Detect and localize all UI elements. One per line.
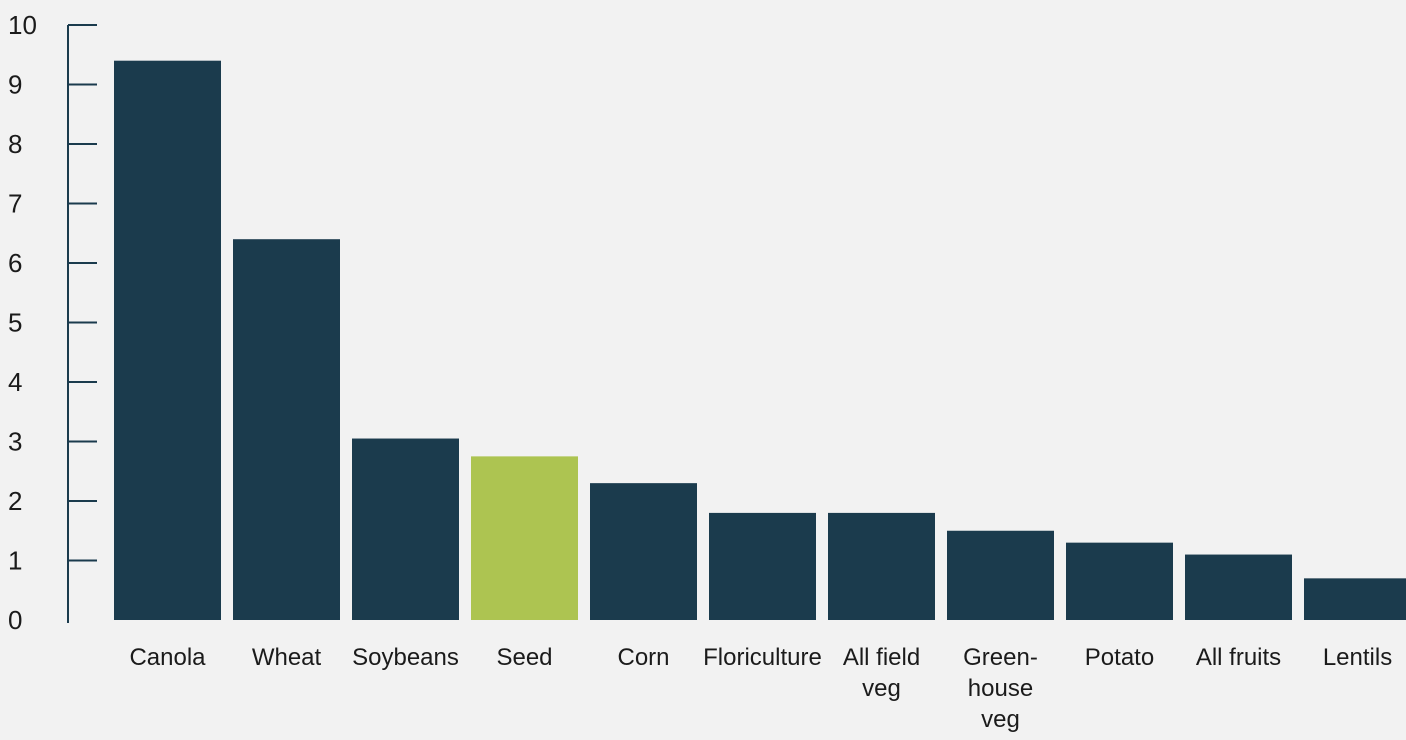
y-tick-label-7: 7 [8, 189, 22, 219]
x-label-lentils: Lentils [1323, 644, 1392, 671]
y-tick-label-6: 6 [8, 248, 22, 278]
bar-corn [590, 483, 697, 620]
bar-canola [114, 60, 221, 620]
bar-green-house-veg [947, 530, 1054, 620]
y-tick-label-1: 1 [8, 546, 22, 576]
bar-lentils [1304, 578, 1406, 620]
y-tick-label-3: 3 [8, 427, 22, 457]
x-label-wheat: Wheat [252, 644, 322, 671]
x-label-potato: Potato [1085, 644, 1154, 671]
x-label-canola: Canola [129, 644, 206, 671]
x-label-all-fruits: All fruits [1196, 644, 1281, 671]
y-tick-label-4: 4 [8, 367, 22, 397]
x-label-all-field-veg: All field veg [843, 644, 920, 702]
y-tick-label-5: 5 [8, 308, 22, 338]
x-label-green-house-veg: Green-house veg [963, 644, 1038, 733]
y-tick-label-2: 2 [8, 486, 22, 516]
x-axis-labels: Canola Wheat Soybeans Seed Corn Floriculture A… [129, 644, 1392, 733]
x-label-floriculture: Floriculture [703, 644, 822, 671]
x-label-soybeans: Soybeans [352, 644, 459, 671]
bar-soybeans [352, 438, 459, 620]
x-label-seed: Seed [496, 644, 552, 671]
x-label-corn: Corn [617, 644, 669, 671]
y-tick-label-0: 0 [8, 605, 22, 635]
y-tick-label-10: 10 [8, 10, 37, 40]
y-tick-label-9: 9 [8, 70, 22, 100]
bar-floriculture [709, 512, 816, 620]
bar-all-fruits [1185, 554, 1292, 620]
bar-wheat [233, 239, 340, 620]
bars [114, 60, 1406, 620]
y-axis: 0 1 2 3 4 5 6 7 8 9 10 [8, 10, 97, 635]
bar-all-field-veg [828, 512, 935, 620]
bar-seed [471, 456, 578, 620]
bar-potato [1066, 542, 1173, 620]
y-tick-label-8: 8 [8, 129, 22, 159]
